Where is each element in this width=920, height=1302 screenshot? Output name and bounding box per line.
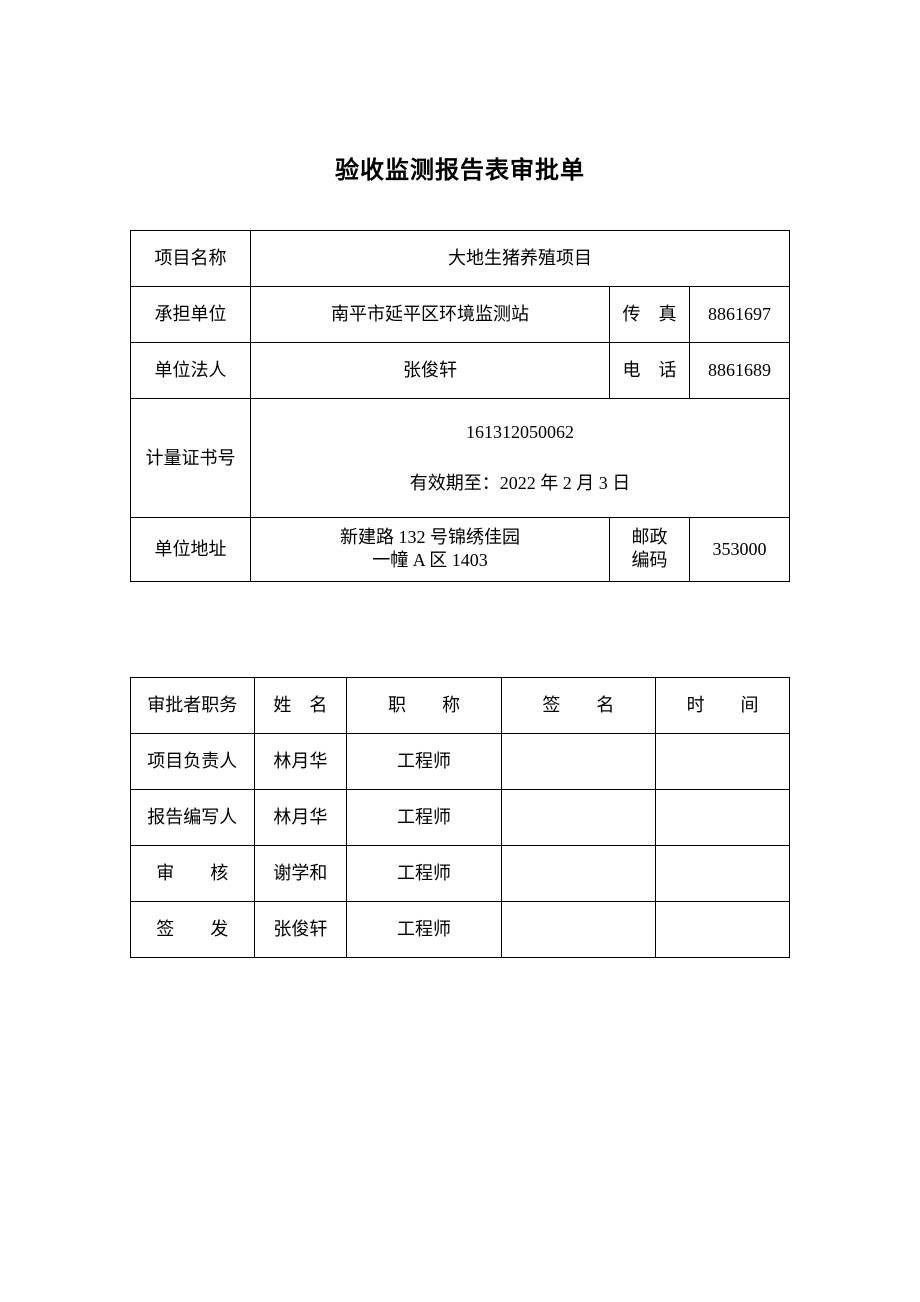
- sign-cell: [501, 901, 655, 957]
- value-phone: 8861689: [690, 343, 790, 399]
- label-phone: 电 话: [610, 343, 690, 399]
- sign-cell: [501, 789, 655, 845]
- name-cell: 林月华: [254, 789, 347, 845]
- role-cell: 项目负责人: [131, 733, 255, 789]
- table-row: 项目负责人 林月华 工程师: [131, 733, 790, 789]
- title-cell: 工程师: [347, 845, 501, 901]
- value-address: 新建路 132 号锦绣佳园 一幢 A 区 1403: [251, 518, 610, 582]
- header-sign: 签 名: [501, 677, 655, 733]
- value-fax: 8861697: [690, 287, 790, 343]
- role-cell: 报告编写人: [131, 789, 255, 845]
- postcode-label2: 编码: [616, 549, 683, 572]
- cert-validity: 有效期至：2022 年 2 月 3 日: [257, 470, 783, 497]
- time-cell: [656, 733, 790, 789]
- time-cell: [656, 845, 790, 901]
- header-time: 时 间: [656, 677, 790, 733]
- table-header-row: 审批者职务 姓 名 职 称 签 名 时 间: [131, 677, 790, 733]
- table-row: 项目名称 大地生猪养殖项目: [131, 231, 790, 287]
- title-cell: 工程师: [347, 733, 501, 789]
- title-cell: 工程师: [347, 901, 501, 957]
- info-table: 项目名称 大地生猪养殖项目 承担单位 南平市延平区环境监测站 传 真 88616…: [130, 230, 790, 582]
- table-row: 承担单位 南平市延平区环境监测站 传 真 8861697: [131, 287, 790, 343]
- label-postcode: 邮政 编码: [610, 518, 690, 582]
- approval-table: 审批者职务 姓 名 职 称 签 名 时 间 项目负责人 林月华 工程师 报告编写…: [130, 677, 790, 958]
- header-title: 职 称: [347, 677, 501, 733]
- name-cell: 林月华: [254, 733, 347, 789]
- label-fax: 传 真: [610, 287, 690, 343]
- header-name: 姓 名: [254, 677, 347, 733]
- name-cell: 谢学和: [254, 845, 347, 901]
- role-cell: 签 发: [131, 901, 255, 957]
- label-cert: 计量证书号: [131, 399, 251, 518]
- header-role: 审批者职务: [131, 677, 255, 733]
- time-cell: [656, 789, 790, 845]
- sign-cell: [501, 845, 655, 901]
- table-row: 单位地址 新建路 132 号锦绣佳园 一幢 A 区 1403 邮政 编码 353…: [131, 518, 790, 582]
- role-cell: 审 核: [131, 845, 255, 901]
- label-unit: 承担单位: [131, 287, 251, 343]
- value-unit: 南平市延平区环境监测站: [251, 287, 610, 343]
- sign-cell: [501, 733, 655, 789]
- table-row: 审 核 谢学和 工程师: [131, 845, 790, 901]
- label-address: 单位地址: [131, 518, 251, 582]
- table-row: 单位法人 张俊轩 电 话 8861689: [131, 343, 790, 399]
- value-project-name: 大地生猪养殖项目: [251, 231, 790, 287]
- label-project-name: 项目名称: [131, 231, 251, 287]
- page-title: 验收监测报告表审批单: [130, 150, 790, 185]
- address-line1: 新建路 132 号锦绣佳园: [257, 526, 603, 549]
- title-cell: 工程师: [347, 789, 501, 845]
- address-line2: 一幢 A 区 1403: [257, 549, 603, 572]
- postcode-label1: 邮政: [616, 526, 683, 549]
- table-row: 签 发 张俊轩 工程师: [131, 901, 790, 957]
- table-row: 报告编写人 林月华 工程师: [131, 789, 790, 845]
- table-row: 计量证书号 161312050062 有效期至：2022 年 2 月 3 日: [131, 399, 790, 518]
- time-cell: [656, 901, 790, 957]
- value-cert: 161312050062 有效期至：2022 年 2 月 3 日: [251, 399, 790, 518]
- cert-number: 161312050062: [257, 419, 783, 446]
- label-legal: 单位法人: [131, 343, 251, 399]
- name-cell: 张俊轩: [254, 901, 347, 957]
- value-legal: 张俊轩: [251, 343, 610, 399]
- value-postcode: 353000: [690, 518, 790, 582]
